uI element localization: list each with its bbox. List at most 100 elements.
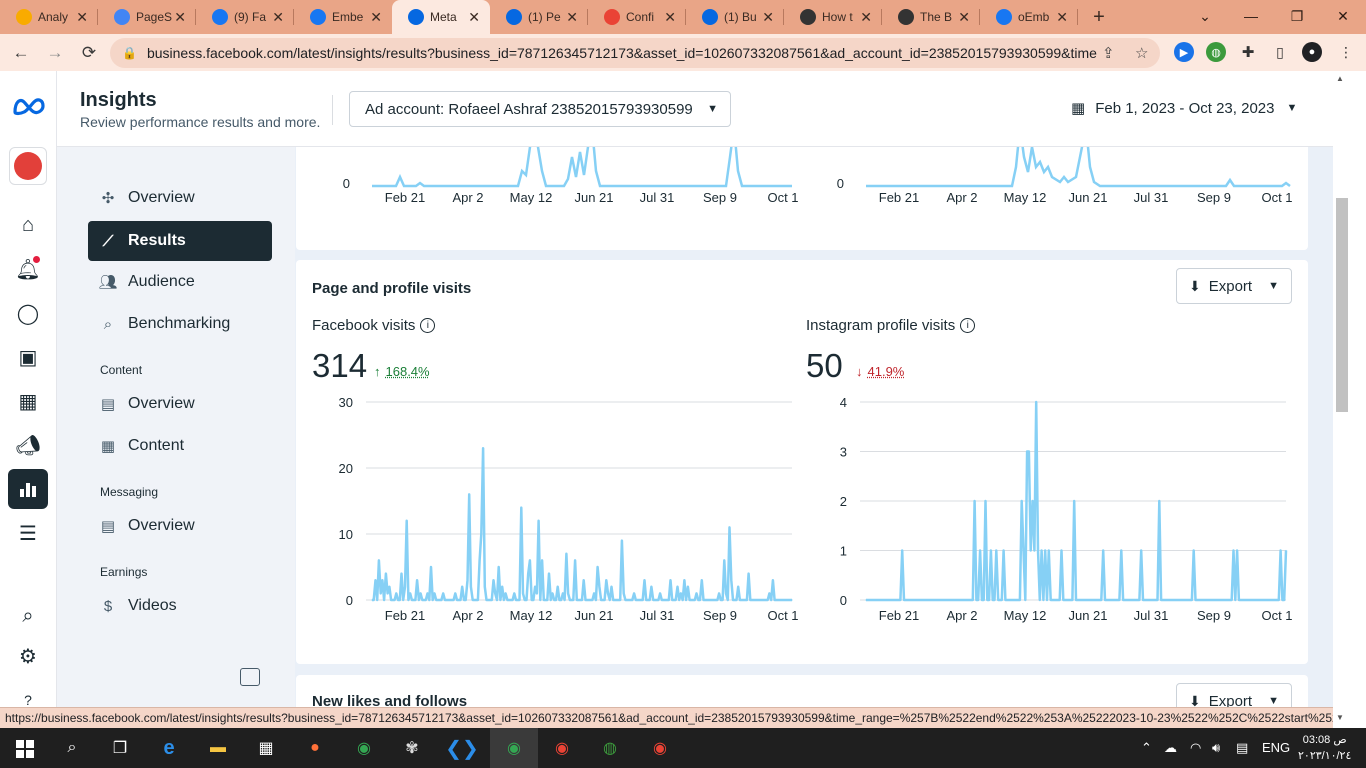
instagram-visits-chart: 0 1 2 3 4 Feb 21 Apr 2 May 12 Jun 21 Jul 31 Sep 9 O… bbox=[840, 395, 1293, 623]
close-tab-icon[interactable]: ✕ bbox=[272, 9, 284, 25]
export-button[interactable]: ⬇ Export ▼ bbox=[1176, 683, 1292, 707]
posts-icon[interactable]: ▣ bbox=[18, 346, 38, 369]
close-tab-icon[interactable]: ✕ bbox=[370, 9, 382, 25]
chrome-profile-icon[interactable]: ◉ bbox=[653, 740, 667, 757]
chrome-icon[interactable]: ◉ bbox=[357, 740, 371, 757]
edge-browser-icon[interactable]: e bbox=[163, 736, 175, 759]
sidenav-item-content[interactable]: ▦ Content bbox=[88, 426, 272, 466]
info-icon[interactable]: i bbox=[420, 318, 436, 333]
notification-center-icon[interactable]: ▤ bbox=[1236, 740, 1249, 755]
address-bar[interactable]: 🔒 business.facebook.com/latest/insights/… bbox=[110, 38, 1160, 68]
sidenav-item-overview[interactable]: ✣ Overview bbox=[88, 178, 272, 218]
collapse-sidebar-icon[interactable] bbox=[240, 668, 260, 686]
close-tab-icon[interactable]: ✕ bbox=[762, 9, 774, 25]
sidenav-item-videos[interactable]: $ Videos bbox=[88, 586, 272, 626]
insights-nav-button[interactable] bbox=[8, 469, 48, 509]
extensions-puzzle-icon[interactable]: ✚ bbox=[1241, 44, 1255, 61]
settings-gear-icon[interactable]: ⚙ bbox=[19, 645, 37, 668]
scroll-down-arrow-icon[interactable]: ▼ bbox=[1336, 713, 1344, 722]
maximize-button[interactable]: ❐ bbox=[1290, 7, 1304, 24]
vscode-icon[interactable]: ❮❯ bbox=[445, 737, 479, 760]
browser-tab[interactable]: How t ✕ bbox=[784, 0, 882, 34]
system-clock[interactable]: 03:08 ص ٢٠٢٣/١٠/٢٤ bbox=[1298, 732, 1351, 764]
back-button[interactable]: ← bbox=[12, 42, 30, 62]
reload-button[interactable]: ⟳ bbox=[81, 42, 97, 62]
close-tab-icon[interactable]: ✕ bbox=[76, 9, 88, 25]
close-tab-icon[interactable]: ✕ bbox=[664, 9, 676, 25]
share-icon[interactable]: ⇪ bbox=[1102, 45, 1115, 62]
page-avatar[interactable] bbox=[9, 147, 47, 185]
close-tab-icon[interactable]: ✕ bbox=[860, 9, 872, 25]
profile-avatar[interactable]: ● bbox=[1302, 42, 1322, 62]
lock-icon[interactable]: 🔒 bbox=[122, 46, 137, 60]
browser-tab[interactable]: Meta ✕ bbox=[392, 0, 490, 34]
task-view-icon[interactable]: ❐ bbox=[112, 740, 128, 757]
language-indicator[interactable]: ENG bbox=[1262, 740, 1291, 755]
close-tab-icon[interactable]: ✕ bbox=[174, 9, 186, 25]
planner-icon[interactable]: ▦ bbox=[18, 390, 38, 413]
sidenav-item-audience[interactable]: 👥︎ Audience bbox=[88, 262, 272, 302]
minimize-button[interactable]: — bbox=[1244, 8, 1258, 24]
chrome-profile-icon[interactable]: ◉ bbox=[507, 740, 521, 757]
url-text[interactable]: business.facebook.com/latest/insights/re… bbox=[146, 45, 1097, 61]
store-icon[interactable]: ▦ bbox=[258, 740, 274, 757]
close-tab-icon[interactable]: ✕ bbox=[566, 9, 578, 25]
windows-start-icon[interactable] bbox=[16, 740, 34, 758]
meta-logo-icon[interactable] bbox=[11, 96, 47, 116]
search-icon[interactable]: ⌕ bbox=[22, 604, 34, 627]
info-icon[interactable]: i bbox=[960, 318, 976, 333]
notifications-bell-icon[interactable]: 🔔︎ bbox=[15, 258, 41, 281]
firefox-icon[interactable]: ● bbox=[310, 739, 320, 756]
ads-megaphone-icon[interactable]: 📣︎ bbox=[15, 434, 41, 457]
browser-tab[interactable]: Confi ✕ bbox=[588, 0, 686, 34]
extension-globe-icon[interactable]: ◍ bbox=[1206, 42, 1226, 62]
wifi-icon[interactable]: ◠ bbox=[1190, 740, 1202, 755]
browser-tab[interactable]: oEmb ✕ bbox=[980, 0, 1078, 34]
cloud-icon[interactable]: ☁ bbox=[1164, 740, 1177, 755]
browser-tab[interactable]: Embe ✕ bbox=[294, 0, 392, 34]
data-point bbox=[1039, 599, 1041, 601]
browser-tab[interactable]: Analy ✕ bbox=[0, 0, 98, 34]
sidenav-item-results[interactable]: ⟋ Results bbox=[88, 221, 272, 261]
instagram-visits-delta[interactable]: ↓ 41.9% bbox=[856, 364, 904, 379]
export-button[interactable]: ⬇ Export ▼ bbox=[1176, 268, 1292, 304]
data-point bbox=[1187, 599, 1189, 601]
messages-icon[interactable]: ◯ bbox=[16, 302, 40, 325]
close-tab-icon[interactable]: ✕ bbox=[958, 9, 970, 25]
sidenav-item-benchmarking[interactable]: ⌕ Benchmarking bbox=[88, 304, 272, 344]
ad-account-dropdown[interactable]: Ad account: Rofaeel Ashraf 2385201579393… bbox=[349, 91, 731, 127]
help-icon[interactable]: ? bbox=[24, 692, 32, 708]
browser-menu-icon[interactable]: ⋮ bbox=[1339, 43, 1353, 60]
data-point bbox=[433, 592, 436, 594]
search-icon[interactable]: ⌕ bbox=[67, 739, 77, 756]
bookmark-star-icon[interactable]: ☆ bbox=[1135, 45, 1149, 62]
file-explorer-icon[interactable]: ▬ bbox=[210, 739, 226, 756]
extension-play-icon[interactable]: ▶ bbox=[1174, 42, 1194, 62]
close-tab-icon[interactable]: ✕ bbox=[468, 9, 480, 25]
forward-button[interactable]: → bbox=[46, 42, 64, 62]
date-range-picker[interactable]: ▦ Feb 1, 2023 - Oct 23, 2023 ▼ bbox=[1071, 99, 1297, 118]
facebook-visits-delta[interactable]: ↑ 168.4% bbox=[374, 364, 430, 379]
browser-tab[interactable]: The B ✕ bbox=[882, 0, 980, 34]
all-tools-menu-icon[interactable]: ☰ bbox=[19, 522, 37, 545]
data-point bbox=[517, 599, 519, 601]
scrollbar-thumb[interactable] bbox=[1336, 198, 1348, 412]
browser-tab[interactable]: (9) Fa ✕ bbox=[196, 0, 294, 34]
globe-app-icon[interactable]: ◍ bbox=[603, 740, 617, 757]
tab-search-icon[interactable]: ⌄ bbox=[1199, 7, 1211, 24]
scroll-up-arrow-icon[interactable]: ▲ bbox=[1336, 74, 1344, 83]
browser-tab[interactable]: (1) Pe ✕ bbox=[490, 0, 588, 34]
side-panel-icon[interactable]: ▯ bbox=[1276, 43, 1284, 60]
close-tab-icon[interactable]: ✕ bbox=[1056, 9, 1068, 25]
close-window-button[interactable]: ✕ bbox=[1337, 7, 1349, 24]
sidenav-item-content-overview[interactable]: ▤ Overview bbox=[88, 384, 272, 424]
chrome-profile-icon[interactable]: ◉ bbox=[555, 740, 569, 757]
app-icon[interactable]: ✾ bbox=[405, 740, 419, 757]
sidenav-item-messaging-overview[interactable]: ▤ Overview bbox=[88, 506, 272, 546]
home-icon[interactable]: ⌂ bbox=[21, 213, 35, 236]
tray-expand-icon[interactable]: ⌃ bbox=[1141, 740, 1152, 755]
new-tab-button[interactable]: + bbox=[1093, 5, 1105, 28]
browser-tab[interactable]: (1) Bu ✕ bbox=[686, 0, 784, 34]
volume-icon[interactable]: 🔊︎ bbox=[1212, 740, 1221, 755]
browser-tab[interactable]: PageS ✕ bbox=[98, 0, 196, 34]
